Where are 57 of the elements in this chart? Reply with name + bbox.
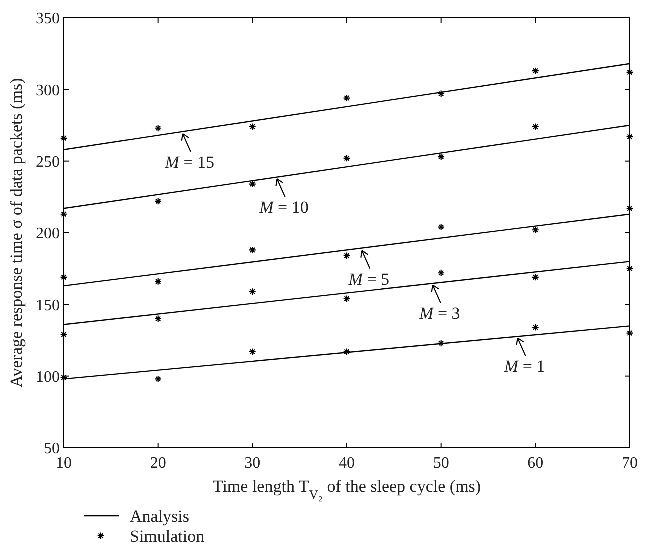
y-tick-label: 250 [36, 154, 60, 171]
point [343, 154, 351, 162]
point [60, 274, 68, 282]
point [60, 134, 68, 142]
point [343, 252, 351, 260]
y-tick-label: 50 [44, 440, 60, 458]
point [154, 315, 162, 323]
point [626, 133, 634, 141]
point [438, 153, 446, 161]
point [626, 265, 634, 273]
point [343, 295, 351, 303]
point [154, 124, 162, 132]
y-tick-label: 100 [36, 368, 60, 386]
annotation: M = 10 [258, 198, 309, 218]
point [438, 90, 446, 98]
x-tick-label: 60 [528, 455, 544, 472]
annotation: M = 15 [164, 152, 215, 172]
point [248, 246, 256, 254]
point [532, 274, 540, 282]
x-tick-label: 20 [150, 455, 166, 472]
x-tick-label: 40 [339, 455, 355, 472]
point [438, 224, 446, 232]
point [248, 348, 256, 356]
annotation: M = 5 [348, 270, 390, 289]
point [532, 226, 540, 234]
point [532, 123, 540, 131]
y-tick-label: 300 [36, 82, 60, 100]
point [626, 330, 634, 338]
point [154, 375, 162, 383]
y-tick-label: 200 [36, 226, 60, 243]
annotation: M = 1 [503, 357, 546, 376]
point [532, 324, 540, 332]
point [154, 198, 162, 206]
x-tick-label: 10 [56, 455, 72, 472]
point [60, 331, 68, 339]
legend-label: Simulation [130, 526, 206, 546]
point [154, 278, 162, 286]
x-tick-label: 30 [244, 455, 261, 472]
y-tick-label: 350 [36, 10, 60, 28]
y-axis-title: Average response time σ of data packets (ms) [7, 78, 26, 388]
x-axis-title: Time length T$_{V₂}$ of the sleep cycle (ms) [212, 477, 482, 502]
point [60, 210, 68, 218]
point [626, 68, 634, 76]
x-tick-label: 70 [622, 455, 638, 472]
point [248, 288, 256, 296]
point [343, 348, 351, 356]
point [343, 94, 351, 102]
point [438, 340, 446, 348]
x-tick-label: 50 [433, 455, 450, 472]
legend-label: Analysis [130, 506, 190, 526]
point [438, 269, 446, 277]
y-tick-label: 150 [36, 297, 60, 314]
point [248, 123, 256, 131]
point [532, 67, 540, 75]
point [248, 180, 256, 188]
annotation: M = 3 [418, 304, 460, 324]
point [626, 204, 634, 212]
